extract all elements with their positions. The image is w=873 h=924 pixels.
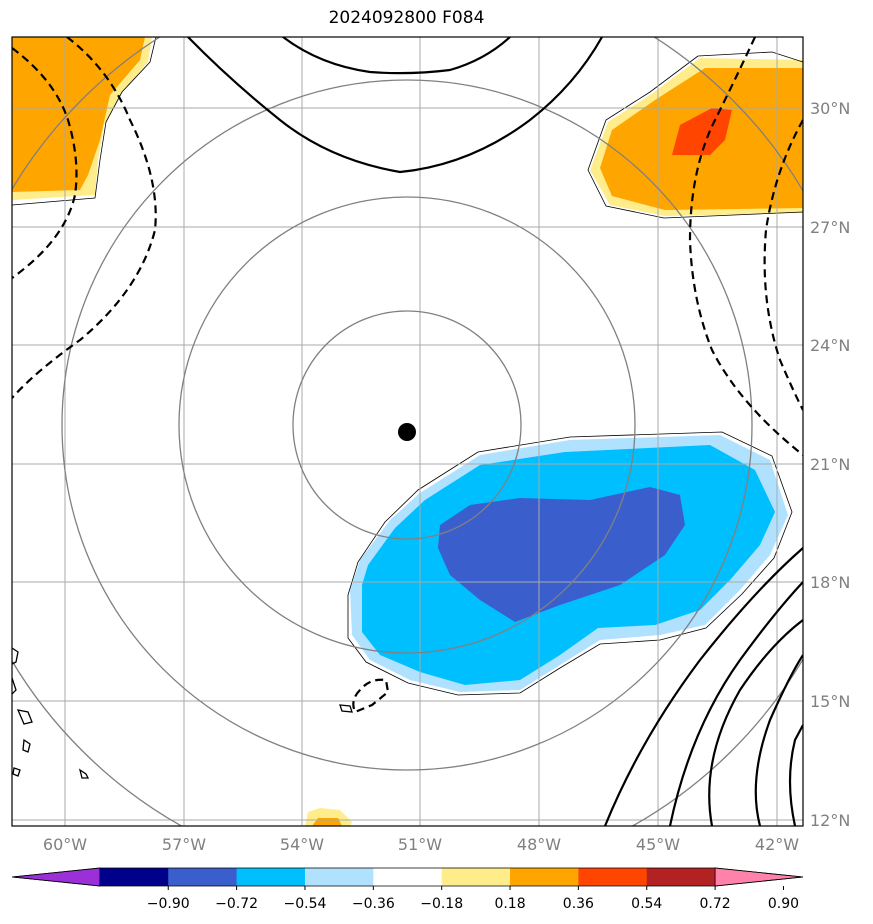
colorbar-segment <box>441 868 511 886</box>
map-frame <box>11 36 804 827</box>
colorbar-tick-label: −0.72 <box>215 896 258 912</box>
lon-label: 48°W <box>517 835 561 854</box>
solid-contours <box>187 37 803 826</box>
colorbar: −0.90 −0.72 −0.54 −0.36 −0.18 0.18 0.36 0.54 0.7… <box>11 867 804 912</box>
colorbar-tick-label: 0.90 <box>768 896 799 912</box>
map-title: 2024092800 F084 <box>328 8 485 28</box>
lat-label: 27°N <box>810 218 850 237</box>
lat-label: 15°N <box>810 692 850 711</box>
positive-anomaly-outline-nw <box>12 37 157 206</box>
lat-label: 24°N <box>810 336 850 355</box>
range-rings <box>12 37 803 826</box>
lat-label: 21°N <box>810 455 850 474</box>
colorbar-tick-label: −0.18 <box>420 896 463 912</box>
colorbar-segment <box>99 868 169 886</box>
colorbar-extend-low <box>11 867 101 887</box>
negative-anomaly-southeast <box>350 435 788 692</box>
positive-anomaly-northwest <box>12 37 152 200</box>
colorbar-extend-high <box>714 867 804 887</box>
longitude-labels: 60°W 57°W 54°W 51°W 48°W 45°W 42°W <box>43 835 799 854</box>
colorbar-segment <box>168 868 238 886</box>
lat-label: 18°N <box>810 573 850 592</box>
storm-center-marker <box>398 423 416 441</box>
lon-label: 57°W <box>162 835 206 854</box>
lat-label: 12°N <box>810 811 850 830</box>
colorbar-tick-label: 0.36 <box>563 896 594 912</box>
latitude-labels: 30°N 27°N 24°N 21°N 18°N 15°N 12°N <box>810 99 850 830</box>
lon-label: 51°W <box>398 835 442 854</box>
lon-label: 54°W <box>280 835 324 854</box>
lon-label: 42°W <box>755 835 799 854</box>
colorbar-segment <box>578 868 648 886</box>
colorbar-tick-label: 0.54 <box>631 896 662 912</box>
colorbar-segment <box>236 868 306 886</box>
colorbar-tick-label: −0.54 <box>284 896 327 912</box>
positive-anomaly-south <box>305 808 352 826</box>
coastlines <box>12 647 353 779</box>
negative-anomaly-outline <box>347 431 793 696</box>
colorbar-segment <box>373 868 443 886</box>
colorbar-tick-label: −0.90 <box>147 896 190 912</box>
colorbar-tick-label: 0.72 <box>700 896 731 912</box>
positive-anomaly-northeast <box>590 58 803 216</box>
lon-label: 45°W <box>636 835 680 854</box>
colorbar-segment <box>646 868 716 886</box>
lat-label: 30°N <box>810 99 850 118</box>
lon-label: 60°W <box>43 835 87 854</box>
positive-anomaly-outline <box>587 51 803 219</box>
map-plot-area <box>12 37 803 826</box>
colorbar-frame <box>11 867 804 887</box>
colorbar-tick-label: −0.36 <box>352 896 395 912</box>
dashed-contours <box>12 37 803 714</box>
colorbar-segment <box>304 868 374 886</box>
colorbar-segment <box>510 868 579 886</box>
colorbar-tick-label: 0.18 <box>494 896 525 912</box>
